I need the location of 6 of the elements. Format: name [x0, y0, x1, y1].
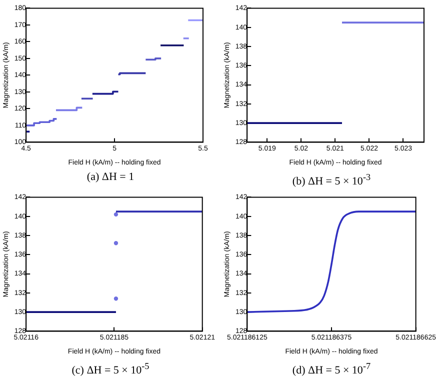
text: (b) ΔH = 5 × 10$^{-3}$ [291, 171, 372, 189]
text: (c) ΔH = 5 × 10$^{-5}$ [70, 360, 150, 378]
line-series [26, 118, 58, 126]
line-series [247, 210, 416, 313]
text: (a) ΔH = 1 [86, 170, 136, 185]
text: (d) ΔH = 5 × 10$^{-7}$ [291, 360, 372, 378]
